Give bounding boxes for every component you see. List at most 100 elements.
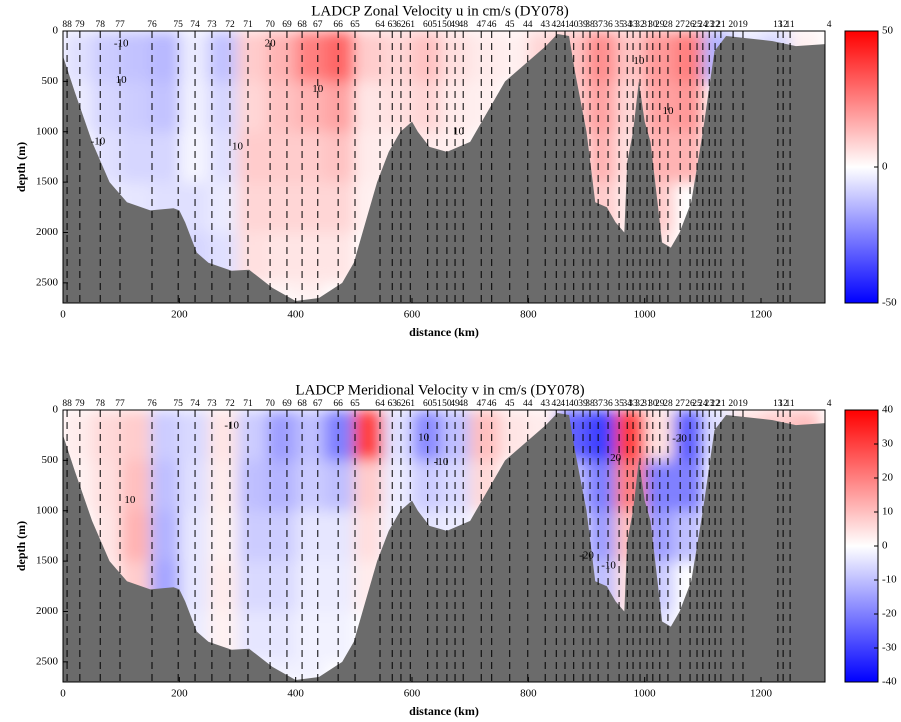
station-label: 26: [685, 20, 695, 30]
colorbar-tick-label: 30: [882, 438, 894, 450]
velocity-cell: [266, 510, 297, 562]
velocity-cell: [353, 81, 384, 133]
x-tick-label: 800: [520, 688, 537, 700]
x-tick-label: 1200: [750, 688, 773, 700]
velocity-cell: [673, 31, 704, 82]
station-label: 43: [540, 399, 550, 409]
station-label: 24: [698, 399, 708, 409]
y-tick-label: 1000: [36, 125, 59, 137]
station-label: 25: [692, 20, 702, 30]
velocity-cell: [92, 81, 122, 133]
station-label: 11: [786, 399, 795, 409]
colorbar-tick-label: 0: [882, 540, 888, 552]
contour-label: 10: [124, 494, 136, 506]
station-label: 77: [115, 399, 125, 409]
station-label: 88: [62, 399, 72, 409]
station-label: 19: [738, 399, 748, 409]
station-label: 77: [115, 20, 125, 30]
station-label: 44: [523, 20, 533, 30]
y-axis-label: depth (m): [14, 142, 28, 192]
contour-label: 20: [265, 38, 277, 50]
velocity-cell: [92, 410, 122, 461]
station-label: 64: [375, 399, 385, 409]
velocity-cell: [150, 410, 180, 461]
velocity-cell: [295, 410, 326, 461]
station-label: 42: [552, 20, 562, 30]
chart-title: LADCP Meridional Velocity v in cm/s (DY0…: [295, 382, 584, 398]
velocity-cell: [121, 81, 151, 133]
station-label: 42: [552, 399, 562, 409]
velocity-cell: [295, 232, 326, 284]
station-label: 39: [578, 20, 588, 30]
velocity-cell: [266, 611, 297, 663]
velocity-cell: [295, 131, 326, 183]
station-label: 38: [585, 20, 595, 30]
station-label: 28: [663, 399, 673, 409]
velocity-cell: [179, 410, 209, 461]
y-tick-label: 1500: [36, 176, 59, 188]
velocity-cell: [179, 131, 209, 183]
station-label: 50: [442, 399, 452, 409]
station-label: 47: [476, 399, 486, 409]
station-label: 65: [350, 20, 360, 30]
station-label: 21: [716, 399, 726, 409]
velocity-cell: [266, 460, 297, 512]
station-label: 4: [827, 20, 832, 30]
axes-frame: [62, 30, 826, 304]
velocity-cell: [324, 510, 355, 562]
station-label: 29: [655, 20, 665, 30]
velocity-cell: [237, 510, 268, 562]
velocity-cell: [673, 410, 704, 461]
station-label: 88: [62, 20, 72, 30]
velocity-cell: [208, 510, 239, 562]
velocity-cell: [237, 131, 268, 183]
colorbar: [844, 409, 879, 683]
station-label: 13: [773, 20, 783, 30]
station-label: 73: [207, 399, 217, 409]
contour-label: -20: [672, 433, 687, 445]
station-label: 66: [333, 20, 343, 30]
velocity-cell: [295, 182, 326, 233]
station-label: 72: [225, 20, 235, 30]
station-label: 20: [728, 20, 738, 30]
station-label: 49: [450, 399, 460, 409]
plot-area: 10 -10 10 -10 20 -20 -10 -20: [63, 410, 825, 682]
station-label: 62: [396, 20, 406, 30]
station-label: 23: [704, 20, 714, 30]
station-label: 51: [432, 399, 442, 409]
velocity-cell: [324, 460, 355, 512]
velocity-cell: [179, 31, 209, 82]
contour-label: 20: [610, 452, 622, 464]
station-label: 75: [173, 20, 183, 30]
station-label: 71: [243, 20, 253, 30]
station-label: 30: [648, 399, 658, 409]
velocity-cell: [353, 410, 384, 461]
velocity-cell: [92, 31, 122, 82]
x-tick-label: 1200: [750, 309, 773, 321]
velocity-cell: [353, 510, 384, 562]
station-label: 49: [450, 20, 460, 30]
station-label: 64: [375, 20, 385, 30]
velocity-cell: [673, 81, 704, 133]
station-label: 41: [560, 20, 570, 30]
station-label: 48: [458, 399, 468, 409]
station-label: 66: [333, 399, 343, 409]
station-label: 22: [710, 20, 720, 30]
station-label: 70: [265, 20, 275, 30]
station-label: 20: [728, 399, 738, 409]
station-label: 36: [603, 399, 613, 409]
bathymetry: [63, 413, 825, 682]
velocity-cell: [295, 561, 326, 612]
y-tick-label: 2500: [36, 655, 59, 667]
station-label: 68: [297, 399, 307, 409]
velocity-cell: [179, 460, 209, 512]
station-label: 13: [773, 399, 783, 409]
station-label: 65: [350, 399, 360, 409]
y-tick-label: 0: [53, 25, 59, 37]
velocity-cell: [208, 460, 239, 512]
velocity-cell: [266, 561, 297, 612]
station-label: 27: [675, 20, 685, 30]
station-label: 74: [190, 399, 200, 409]
station-label: 26: [685, 399, 695, 409]
station-label: 11: [786, 20, 795, 30]
